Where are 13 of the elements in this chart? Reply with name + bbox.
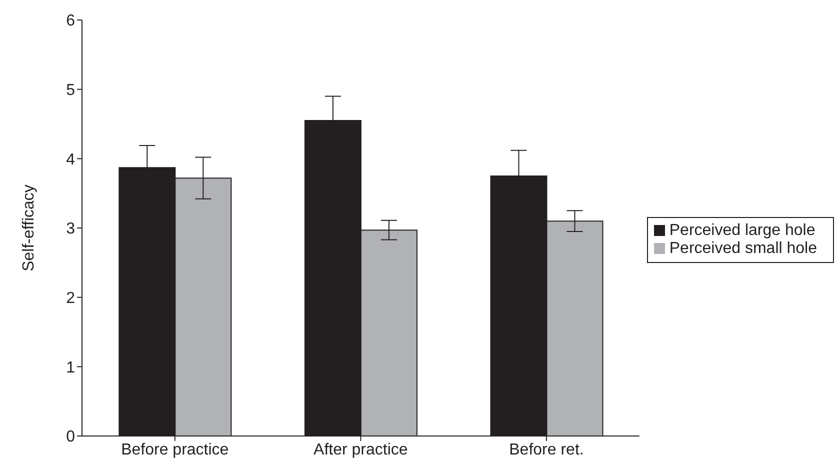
y-tick-label: 3 (66, 220, 76, 238)
x-tick-label: Before practice (121, 441, 229, 458)
y-tick-label: 6 (66, 12, 76, 30)
x-tick-label: After practice (314, 441, 408, 458)
y-tick-label: 4 (66, 151, 76, 168)
y-tick-label: 0 (66, 428, 76, 446)
legend-label: Perceived small hole (669, 240, 817, 257)
y-tick-label: 5 (66, 82, 76, 100)
legend-label: Perceived large hole (669, 222, 816, 239)
x-tick-label: Before ret. (509, 441, 584, 458)
y-tick-label: 1 (66, 359, 76, 376)
y-axis-title: Self-efficacy (20, 184, 38, 272)
y-tick-label: 2 (66, 290, 76, 308)
